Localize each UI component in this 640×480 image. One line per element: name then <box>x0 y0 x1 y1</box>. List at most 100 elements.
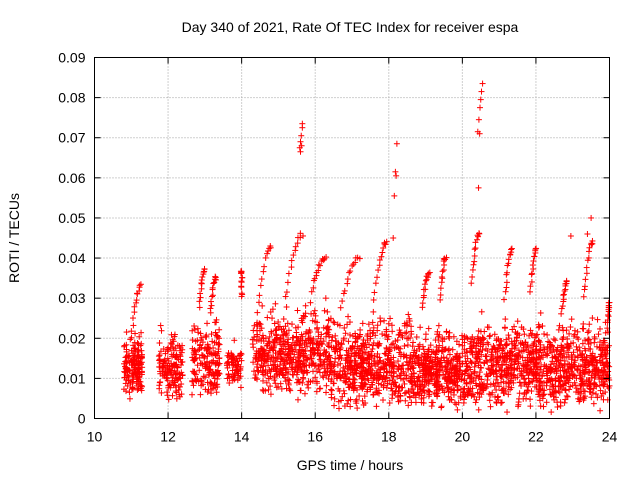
data-point <box>270 344 277 351</box>
data-point <box>326 333 333 340</box>
data-point <box>161 371 168 378</box>
data-point <box>437 296 444 303</box>
data-point <box>158 389 165 396</box>
data-point <box>504 409 511 416</box>
data-point <box>370 296 377 303</box>
data-point <box>321 347 328 354</box>
data-point <box>328 337 335 344</box>
data-point <box>262 368 269 375</box>
data-point <box>408 328 415 335</box>
data-point <box>172 382 179 389</box>
data-point <box>189 368 196 375</box>
x-tick-label: 10 <box>87 429 103 445</box>
data-point <box>138 354 145 361</box>
data-point <box>256 292 263 299</box>
data-point <box>295 348 302 355</box>
data-point <box>389 328 396 335</box>
data-point <box>294 396 301 403</box>
data-point <box>301 390 308 397</box>
data-point <box>225 371 232 378</box>
data-point <box>231 371 238 378</box>
data-point <box>379 397 386 404</box>
data-point <box>437 285 444 292</box>
data-point <box>548 409 555 416</box>
data-point <box>260 268 267 275</box>
data-point <box>563 277 570 284</box>
data-point <box>135 360 142 367</box>
data-point <box>324 308 331 315</box>
data-point <box>297 364 304 371</box>
y-tick-label: 0.05 <box>58 210 85 226</box>
data-point <box>213 332 220 339</box>
data-point <box>165 344 172 351</box>
data-point <box>586 321 593 328</box>
data-point <box>317 361 324 368</box>
data-point <box>254 376 261 383</box>
data-point <box>406 393 413 400</box>
data-point <box>514 318 521 325</box>
data-point <box>529 262 536 269</box>
data-point <box>527 403 534 410</box>
data-point <box>301 363 308 370</box>
data-point <box>324 342 331 349</box>
data-point <box>322 368 329 375</box>
data-point <box>280 316 287 323</box>
data-point <box>189 327 196 334</box>
data-point <box>208 302 215 309</box>
data-point <box>130 376 137 383</box>
data-point <box>588 214 595 221</box>
data-point <box>272 364 279 371</box>
data-point <box>162 350 169 357</box>
data-point <box>593 391 600 398</box>
data-point <box>284 339 291 346</box>
data-point <box>196 346 203 353</box>
data-point <box>165 396 172 403</box>
data-point <box>258 276 265 283</box>
data-point <box>387 315 394 322</box>
data-point <box>269 315 276 322</box>
data-point <box>164 368 171 375</box>
y-tick-label: 0.06 <box>58 170 85 186</box>
data-point <box>568 316 575 323</box>
data-point <box>332 332 339 339</box>
data-point <box>129 378 136 385</box>
data-point <box>527 396 534 403</box>
data-point <box>175 383 182 390</box>
data-point <box>560 292 567 299</box>
data-point <box>197 391 204 398</box>
data-point <box>595 331 602 338</box>
data-point <box>582 276 589 283</box>
data-point <box>305 336 312 343</box>
data-point <box>260 353 267 360</box>
data-point <box>301 313 308 320</box>
data-point <box>270 361 277 368</box>
data-point <box>128 386 135 393</box>
data-point <box>283 304 290 311</box>
data-point <box>167 384 174 391</box>
data-point <box>588 394 595 401</box>
data-point <box>286 386 293 393</box>
data-point <box>204 320 211 327</box>
data-point <box>173 363 180 370</box>
data-point <box>156 379 163 386</box>
x-tick-label: 20 <box>455 429 471 445</box>
data-point <box>255 354 262 361</box>
data-point <box>259 302 266 309</box>
data-point <box>323 389 330 396</box>
data-point <box>531 253 538 260</box>
data-point <box>190 382 197 389</box>
data-point <box>287 387 294 394</box>
data-point <box>292 359 299 366</box>
data-point <box>528 331 535 338</box>
data-point <box>344 280 351 287</box>
data-point <box>422 286 429 293</box>
data-point <box>597 325 604 332</box>
data-point <box>278 367 285 374</box>
data-point <box>560 327 567 334</box>
data-point <box>173 395 180 402</box>
data-point <box>339 298 346 305</box>
data-point <box>271 337 278 344</box>
data-point <box>177 344 184 351</box>
data-point <box>308 347 315 354</box>
data-point <box>214 333 221 340</box>
